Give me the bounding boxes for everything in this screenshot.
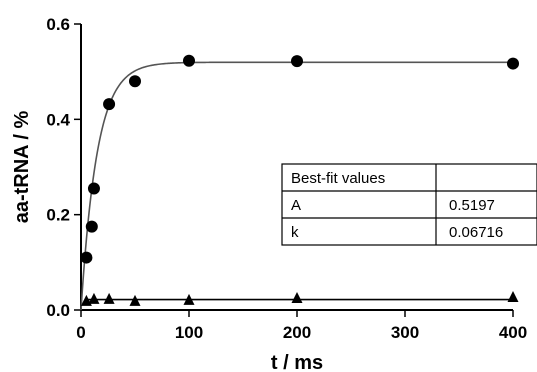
y-axis-title: aa-tRNA / % [11, 110, 33, 223]
tick-labels: 0 100 200 300 400 0.0 0.2 0.4 0.6 [46, 15, 527, 342]
triangle-marker [88, 292, 100, 304]
triangle-marker [129, 294, 141, 306]
triangle-marker [183, 293, 195, 305]
x-tick-label: 300 [391, 323, 419, 342]
x-tick-label: 100 [175, 323, 203, 342]
table-row-k-value: 0.06716 [449, 224, 503, 241]
y-tick-label: 0.0 [46, 301, 70, 320]
table-border [281, 163, 537, 246]
circle-marker [183, 54, 195, 67]
x-tick-label: 0 [76, 323, 85, 342]
data-markers [80, 54, 519, 306]
x-tick-label: 200 [283, 323, 311, 342]
circle-marker [129, 75, 141, 88]
circle-marker [80, 251, 93, 264]
y-tick-label: 0.6 [46, 15, 70, 34]
table-header-label: Best-fit values [291, 170, 385, 187]
table-row-a-label: A [291, 197, 301, 214]
circle-marker [507, 57, 519, 70]
x-axis-title: t / ms [271, 352, 323, 372]
triangle-marker [291, 291, 303, 303]
circle-marker [87, 182, 100, 195]
triangle-marker [103, 292, 115, 304]
triangle-marker [507, 291, 519, 303]
circle-marker [291, 55, 303, 68]
table-row-a-value: 0.5197 [449, 197, 495, 214]
axis-ticks [74, 23, 514, 317]
y-tick-label: 0.2 [46, 206, 70, 225]
circle-marker [85, 220, 98, 233]
y-tick-label: 0.4 [46, 110, 70, 129]
best-fit-table: Best-fit values A 0.5197 k 0.06716 [281, 163, 537, 246]
circle-marker [103, 98, 116, 111]
table-row-k-label: k [291, 224, 299, 241]
x-tick-label: 400 [499, 323, 527, 342]
